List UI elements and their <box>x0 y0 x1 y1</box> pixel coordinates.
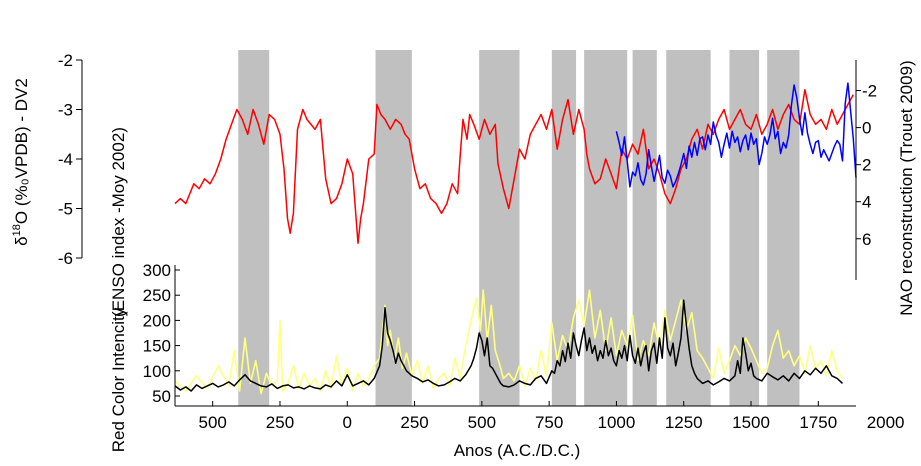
d18o-tick-label-1: -3 <box>58 101 73 120</box>
shaded-bands <box>238 50 800 406</box>
d18o-tick-label-4: -6 <box>58 249 73 268</box>
nao-axis-label: NAO reconstruction (Trouet 2009) <box>897 60 916 315</box>
shaded-band-4 <box>584 50 628 406</box>
enso-axis-label: (ENSO index -Moy 2002) <box>109 127 128 317</box>
series-line-1 <box>615 82 857 188</box>
axes: 500 250 0 250 500 750 1000 1250 1500 1750 2000-2-3… <box>58 51 905 432</box>
x-tick-label-0: 500 <box>198 413 226 432</box>
enso-tick-label-5: 50 <box>152 387 171 406</box>
x-tick-label-3: 250 <box>400 413 428 432</box>
shaded-band-6 <box>666 50 711 406</box>
enso-tick-label-2: 200 <box>143 311 171 330</box>
enso-tick-label-1: 250 <box>143 286 171 305</box>
x-tick-label-5: 750 <box>535 413 563 432</box>
x-tick-label-6: 1000 <box>598 413 636 432</box>
enso-tick-label-4: 100 <box>143 362 171 381</box>
x-tick-label-1: 250 <box>266 413 294 432</box>
x-axis-label: Anos (A.C./D.C.) <box>454 441 581 460</box>
nao-tick-label-3: 4 <box>862 193 871 212</box>
d18o-tick-label-0: -2 <box>58 51 73 70</box>
red-color-axis-label: Red Color Intencity <box>109 307 128 452</box>
d18o-axis-label: δ18O (%₀VPDB) - DV2 <box>11 78 31 246</box>
x-tick-label-7: 1250 <box>665 413 703 432</box>
x-tick-label-9: 1750 <box>799 413 837 432</box>
x-tick-label-8: 1500 <box>732 413 770 432</box>
d18o-tick-label-3: -5 <box>58 200 73 219</box>
nao-tick-label-1: 0 <box>862 119 871 138</box>
x-tick-label-2: 0 <box>343 413 352 432</box>
series-layer <box>174 82 857 395</box>
enso-tick-label-0: 300 <box>143 261 171 280</box>
d18o-tick-label-2: -4 <box>58 150 73 169</box>
nao-tick-label-2: 2 <box>862 156 871 175</box>
shaded-band-5 <box>632 50 657 406</box>
shaded-band-7 <box>729 50 760 406</box>
x-tick-label-4: 500 <box>468 413 496 432</box>
enso-tick-label-3: 150 <box>143 337 171 356</box>
nao-tick-label-4: 6 <box>862 230 871 249</box>
x-tick-label-10: 2000 <box>867 413 905 432</box>
shaded-band-8 <box>767 50 800 406</box>
nao-tick-label-0: -2 <box>862 82 877 101</box>
